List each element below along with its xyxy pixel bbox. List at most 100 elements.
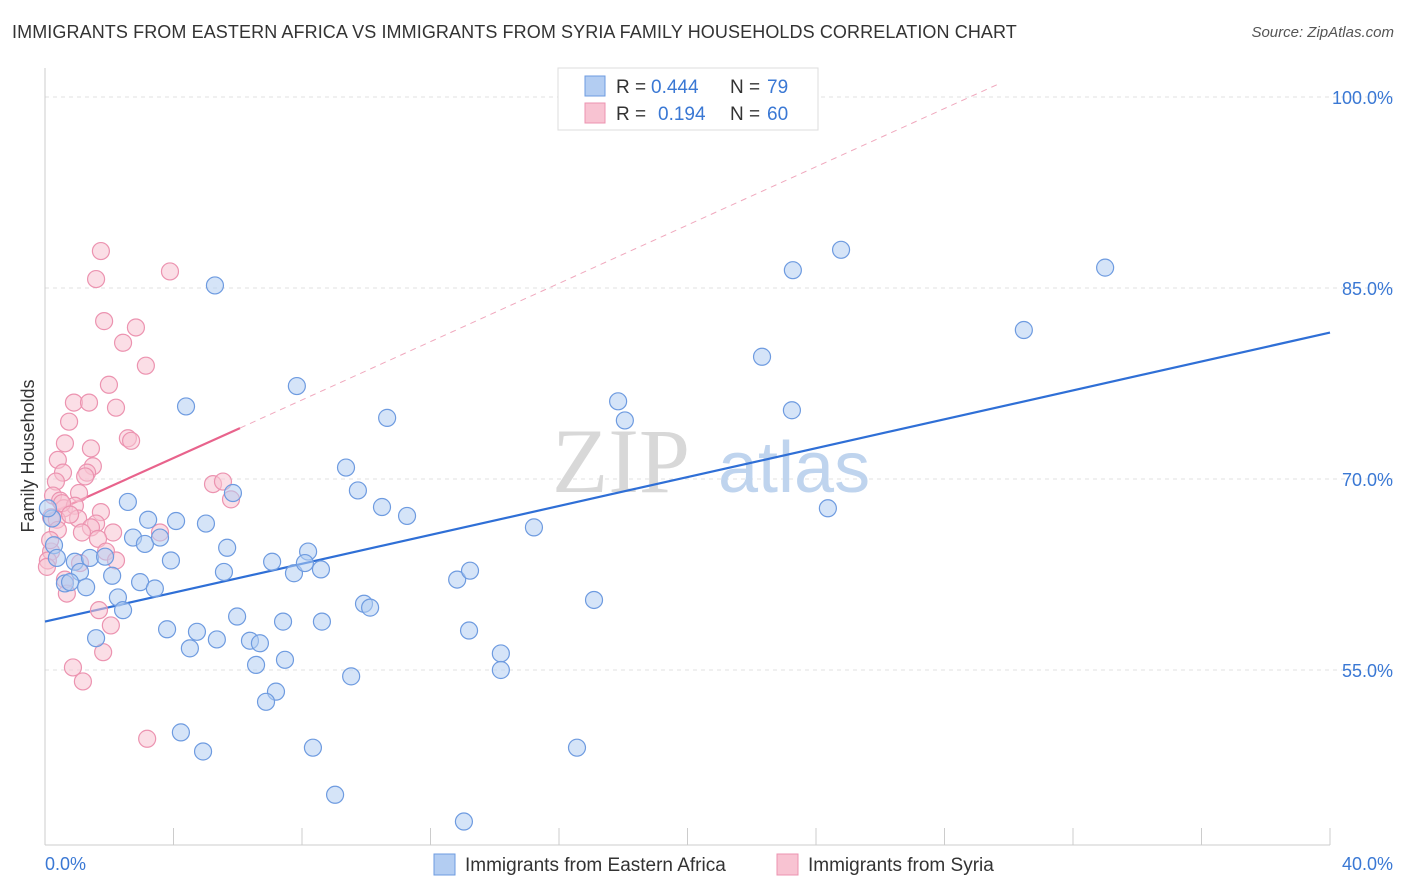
- data-point-syria: [213, 472, 233, 491]
- data-point-eastern-africa: [193, 742, 213, 761]
- data-point-eastern-africa: [609, 392, 628, 411]
- data-point-syria: [63, 658, 83, 677]
- data-point-eastern-africa: [325, 785, 345, 804]
- data-point-eastern-africa: [157, 620, 177, 639]
- data-point-syria: [91, 241, 110, 261]
- data-point-eastern-africa: [311, 560, 331, 579]
- data-point-eastern-africa: [783, 261, 802, 280]
- x-tick-label-min: 0.0%: [45, 854, 86, 874]
- data-point-eastern-africa: [196, 514, 216, 533]
- legend-r-value: 0.444: [651, 77, 699, 98]
- series-syria: [37, 241, 241, 748]
- data-point-eastern-africa: [491, 644, 510, 663]
- data-point-eastern-africa: [567, 738, 587, 757]
- data-point-syria: [89, 601, 109, 620]
- data-point-eastern-africa: [459, 621, 479, 640]
- y-tick-label: 70.0%: [1342, 470, 1393, 490]
- data-point-syria: [64, 393, 84, 412]
- data-point-syria: [86, 269, 106, 289]
- legend-swatch-blue: [584, 75, 606, 97]
- data-point-syria: [81, 439, 101, 458]
- data-point-syria: [60, 505, 80, 524]
- y-tick-label: 55.0%: [1342, 661, 1393, 681]
- data-point-syria: [136, 356, 155, 375]
- data-point-eastern-africa: [378, 408, 397, 427]
- data-point-eastern-africa: [145, 579, 164, 598]
- data-point-eastern-africa: [1096, 258, 1115, 277]
- data-point-eastern-africa: [454, 812, 474, 831]
- data-point-syria: [160, 262, 180, 281]
- data-point-eastern-africa: [187, 622, 207, 641]
- x-tick-label-max: 40.0%: [1342, 854, 1393, 874]
- legend-n-value: 60: [767, 104, 788, 125]
- data-point-eastern-africa: [205, 276, 225, 295]
- data-point-eastern-africa: [246, 655, 266, 675]
- legend-swatch-pink: [776, 853, 799, 876]
- data-point-eastern-africa: [60, 573, 80, 592]
- data-point-eastern-africa: [287, 376, 306, 396]
- data-point-eastern-africa: [95, 547, 115, 566]
- trendline-syria-extension: [239, 82, 1001, 429]
- y-axis-label: Family Households: [18, 379, 38, 532]
- data-point-syria: [55, 434, 75, 453]
- data-point-eastern-africa: [263, 552, 282, 571]
- data-point-eastern-africa: [397, 506, 417, 526]
- chart-title: IMMIGRANTS FROM EASTERN AFRICA VS IMMIGR…: [12, 22, 1017, 42]
- data-point-eastern-africa: [303, 738, 323, 757]
- data-point-eastern-africa: [218, 538, 237, 557]
- data-point-syria: [59, 412, 79, 431]
- data-point-eastern-africa: [361, 598, 380, 617]
- legend-r-label: R =: [616, 104, 646, 125]
- data-point-eastern-africa: [103, 566, 122, 585]
- watermark-atlas: atlas: [718, 428, 870, 508]
- data-point-eastern-africa: [86, 629, 106, 648]
- data-point-syria: [72, 523, 92, 542]
- data-point-eastern-africa: [275, 650, 295, 669]
- data-point-syria: [121, 431, 141, 450]
- legend-swatch-pink: [584, 102, 606, 124]
- data-point-eastern-africa: [295, 553, 314, 573]
- data-point-eastern-africa: [312, 612, 332, 631]
- y-tick-label: 85.0%: [1342, 279, 1393, 299]
- data-point-eastern-africa: [207, 630, 226, 649]
- legend-label-syria: Immigrants from Syria: [808, 855, 994, 876]
- data-point-syria: [106, 398, 126, 417]
- data-point-syria: [73, 672, 93, 691]
- data-point-eastern-africa: [584, 590, 604, 610]
- data-point-eastern-africa: [150, 528, 170, 547]
- data-point-eastern-africa: [214, 562, 234, 582]
- data-point-syria: [76, 467, 95, 486]
- legend-r-label: R =: [616, 77, 646, 98]
- data-point-eastern-africa: [448, 570, 467, 589]
- data-point-eastern-africa: [118, 492, 137, 512]
- data-point-eastern-africa: [180, 639, 199, 658]
- data-point-eastern-africa: [38, 499, 57, 518]
- data-point-eastern-africa: [491, 660, 510, 680]
- data-point-eastern-africa: [161, 551, 181, 570]
- data-point-eastern-africa: [831, 240, 851, 259]
- data-point-eastern-africa: [250, 634, 270, 653]
- data-point-eastern-africa: [171, 723, 190, 742]
- data-point-eastern-africa: [113, 601, 133, 620]
- data-point-eastern-africa: [336, 458, 356, 477]
- data-point-syria: [113, 333, 133, 352]
- gridlines: [45, 96, 1393, 671]
- data-point-eastern-africa: [176, 397, 196, 416]
- data-point-eastern-africa: [256, 692, 276, 711]
- legend-label-eastern-africa: Immigrants from Eastern Africa: [465, 855, 726, 876]
- data-point-syria: [79, 393, 99, 412]
- data-point-eastern-africa: [782, 401, 802, 420]
- legend-swatch-blue: [433, 853, 456, 876]
- data-point-syria: [126, 318, 146, 337]
- data-point-syria: [99, 375, 119, 394]
- data-point-eastern-africa: [524, 518, 544, 537]
- data-point-eastern-africa: [166, 511, 186, 531]
- data-point-eastern-africa: [273, 612, 293, 631]
- data-point-eastern-africa: [139, 510, 158, 529]
- data-point-syria: [138, 729, 157, 748]
- data-point-eastern-africa: [342, 667, 361, 686]
- x-ticks: [44, 828, 1331, 845]
- series-legend: Immigrants from Eastern Africa Immigrant…: [433, 853, 994, 876]
- data-point-syria: [95, 312, 114, 331]
- data-point-syria: [104, 523, 123, 542]
